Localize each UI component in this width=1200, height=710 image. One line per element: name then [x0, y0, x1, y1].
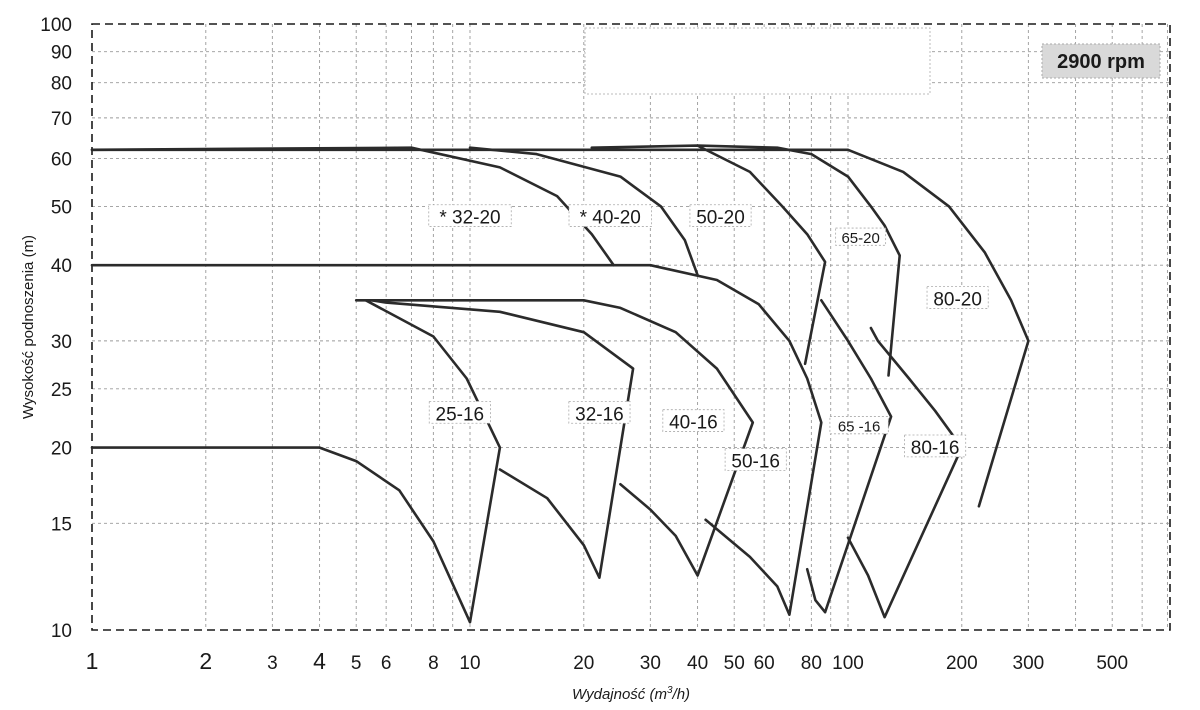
series-label-box: [724, 448, 787, 471]
blank-legend-box: [584, 27, 931, 95]
y-tick-label: 40: [51, 256, 72, 277]
series-curve: [90, 299, 502, 624]
y-tick-label: 90: [51, 43, 72, 64]
series-curve: [370, 299, 635, 579]
y-axis-ticks: 10 15 20 25 30 40 50 60 70 80 90 100: [40, 15, 72, 642]
x-tick-label: 30: [640, 653, 661, 674]
series-label-box: [662, 409, 725, 432]
series-label-box: [428, 204, 512, 227]
series-label: * 32-20: [439, 208, 500, 229]
y-tick-label: 15: [51, 514, 72, 535]
y-tick-label: 60: [51, 149, 72, 170]
x-tick-label: 4: [313, 648, 326, 674]
series-curve: [805, 299, 893, 614]
series-label: 40-16: [669, 413, 718, 434]
series-label: * 40-20: [580, 208, 641, 229]
series-label-box: [568, 204, 652, 227]
series-group: [90, 144, 1030, 624]
series-label-box: [829, 416, 889, 435]
series-label: 65-20: [841, 230, 879, 247]
y-tick-label: 70: [51, 109, 72, 130]
series-label: 50-20: [696, 208, 745, 229]
x-tick-label: 60: [754, 653, 775, 674]
x-tick-label: 1: [86, 648, 99, 674]
series-curve: [696, 144, 901, 377]
series-curve: [846, 326, 964, 619]
x-tick-label: 8: [428, 653, 439, 674]
series-label-box: [428, 400, 491, 424]
x-tick-label: 2: [199, 648, 212, 674]
series-label-box: [689, 204, 752, 227]
series-curve: [590, 144, 827, 366]
series-label: 32-16: [575, 404, 624, 425]
grid: [92, 24, 1170, 630]
series-label: 25-16: [436, 404, 485, 425]
series-label-box: [835, 227, 887, 246]
series-label: 80-20: [933, 290, 982, 311]
x-axis-label: Wydajność (m3/h): [572, 685, 690, 703]
speed-badge-text: 2900 rpm: [1057, 51, 1145, 73]
y-tick-label: 80: [51, 74, 72, 95]
y-tick-label: 30: [51, 332, 72, 353]
x-axis-ticks: 1 2 3 4 5 6 8 10 20 30 40 50 60 80 100 200 300 500: [86, 648, 1128, 674]
series-curve: [90, 263, 823, 616]
series-label: 65 -16: [838, 419, 881, 436]
x-tick-label: 40: [687, 653, 708, 674]
series-label-box: [568, 400, 631, 424]
series-curve: [354, 299, 755, 577]
series-label: 80-16: [911, 438, 960, 459]
y-tick-label: 50: [51, 197, 72, 218]
series-label: 50-16: [731, 452, 780, 473]
x-tick-label: 80: [801, 653, 822, 674]
x-tick-label: 300: [1013, 653, 1045, 674]
x-tick-label: 20: [573, 653, 594, 674]
x-tick-label: 200: [946, 653, 978, 674]
series-curve: [90, 146, 615, 267]
series-curve: [90, 148, 1030, 508]
series-label-box: [904, 434, 967, 458]
y-axis-label: Wysokość podnoszenia (m): [20, 235, 37, 419]
series-labels: 25-16 32-16 40-16 50-16 65 -16 80-16 * 32-20 * …: [428, 204, 989, 473]
x-tick-label: 100: [832, 653, 864, 674]
x-tick-label: 10: [459, 653, 480, 674]
speed-badge: 2900 rpm: [1041, 43, 1161, 79]
x-tick-label: 500: [1096, 653, 1128, 674]
plot-frame: [91, 23, 1171, 631]
x-tick-label: 50: [724, 653, 745, 674]
x-tick-label: 6: [381, 653, 392, 674]
y-tick-label: 20: [51, 439, 72, 460]
y-tick-label: 10: [51, 621, 72, 642]
x-tick-label: 3: [267, 653, 278, 674]
y-tick-label: 25: [51, 380, 72, 401]
x-tick-label: 5: [351, 653, 362, 674]
series-label-box: [926, 286, 989, 309]
y-tick-label: 100: [40, 15, 72, 36]
series-curve: [468, 146, 699, 277]
